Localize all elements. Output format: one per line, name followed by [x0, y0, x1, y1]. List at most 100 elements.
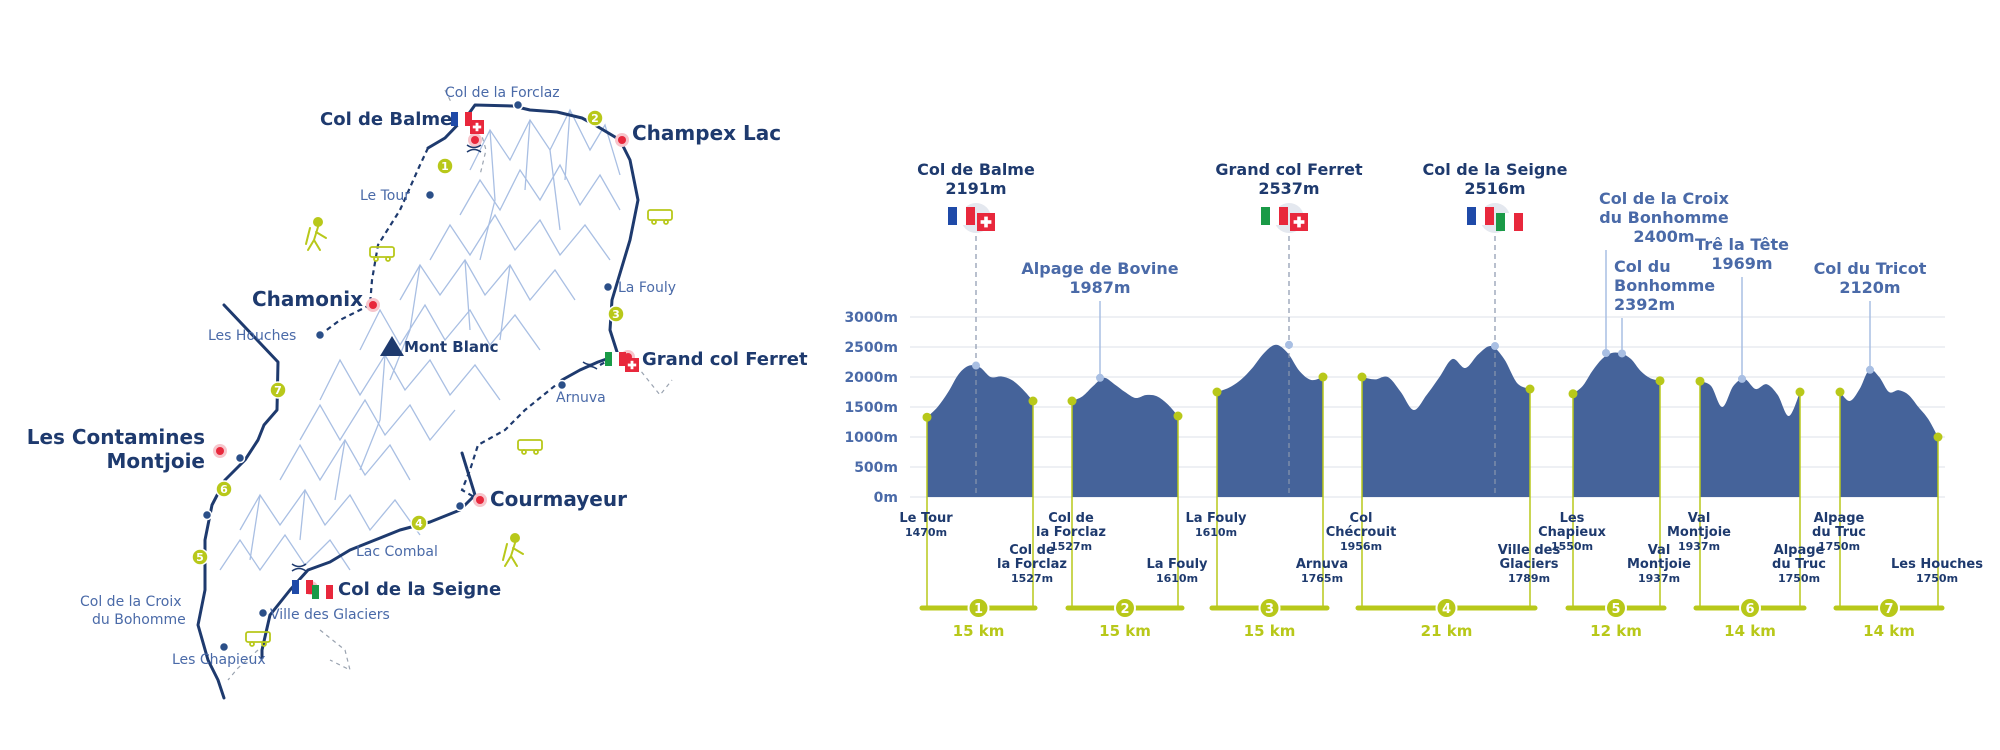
- map-label-grand-col-ferret: Grand col Ferret: [642, 349, 808, 370]
- summit-altitude: 2120m: [1839, 278, 1900, 297]
- stage-end-dot: [1795, 387, 1805, 397]
- stage-distance: 14 km: [1724, 622, 1776, 640]
- trek-map: Mont Blanc: [27, 85, 808, 700]
- stage-start-altitude: 1470m: [905, 526, 947, 539]
- stage-distance-bars: 1 15 km 2 15 km 3 15 km 4 21 km 5 12 km 6 14 km 7 14 …: [919, 597, 1945, 640]
- map-label-col-de-la-forclaz: Col de la Forclaz: [445, 85, 560, 101]
- hiker-icon: [502, 533, 524, 567]
- elevation-profile-chart: 0m 500m 1000m 1500m 2000m 2500m 3000m Col de B…: [844, 160, 1983, 640]
- map-stage-marker-7: 7: [269, 381, 287, 399]
- map-label-champex-lac: Champex Lac: [632, 121, 781, 145]
- stage-6-bar: 6 14 km: [1693, 597, 1807, 640]
- map-label-col-de-la-croix: Col de la Croix: [80, 594, 182, 610]
- summit-name: Col du: [1614, 257, 1671, 276]
- summit-dot: [1738, 374, 1746, 383]
- map-stage-markers: 1 2 3 4 5 6 7: [191, 109, 625, 566]
- map-label-montjoie: Montjoie: [107, 449, 205, 473]
- stage-start-dot: [922, 412, 932, 422]
- stage-1-profile: [927, 365, 1033, 497]
- stage-start-name: Le Tour: [899, 511, 953, 526]
- stage-distance: 12 km: [1590, 622, 1642, 640]
- summit-name: Alpage de Bovine: [1021, 259, 1178, 278]
- stage-start-name: Col de: [1048, 511, 1094, 526]
- stage-distance: 15 km: [1099, 622, 1151, 640]
- map-label-les-houches: Les Houches: [208, 328, 296, 344]
- map-label-courmayeur: Courmayeur: [490, 487, 627, 511]
- stage-number: 6: [1745, 602, 1754, 617]
- y-tick-label: 2000m: [844, 370, 898, 386]
- stage-start-name: la Forclaz: [1036, 525, 1106, 540]
- flag-it-icon: [1496, 213, 1523, 231]
- stage-distance: 14 km: [1863, 622, 1915, 640]
- stage-start-name: du Truc: [1812, 525, 1866, 540]
- stage-start-dot: [1835, 387, 1845, 397]
- map-label-le-tour: Le Tour: [360, 188, 410, 204]
- summit-name: Col de la Seigne: [1422, 160, 1567, 179]
- stage-end-name: Montjoie: [1627, 557, 1691, 572]
- pass-markers: [291, 144, 598, 572]
- summit-altitude: 2516m: [1464, 179, 1525, 198]
- stage-1-bar: 1 15 km: [919, 597, 1038, 640]
- map-label-les-chapieux: Les Chapieux: [172, 652, 266, 668]
- stage-number: 2: [1120, 602, 1129, 617]
- stage-start-name: Montjoie: [1667, 525, 1731, 540]
- map-stage-number: 1: [441, 160, 449, 173]
- stage-start-dot: [1357, 372, 1367, 382]
- map-stage-marker-6: 6: [215, 480, 233, 498]
- stage-start-name: Val: [1688, 511, 1711, 526]
- summit-dot: [1096, 373, 1104, 382]
- stage-end-altitude: 1527m: [1011, 572, 1053, 585]
- map-stage-marker-1: 1: [436, 157, 454, 175]
- summit-altitude: 2400m: [1633, 227, 1694, 246]
- stage-start-dot: [1568, 389, 1578, 399]
- stage-end-name: Les Houches: [1891, 557, 1983, 572]
- stage-end-name: Val: [1648, 543, 1671, 558]
- map-stage-number: 3: [612, 308, 620, 321]
- stage-number: 3: [1265, 602, 1274, 617]
- summit-name: Trê la Tête: [1695, 235, 1789, 254]
- stage-end-name: Arnuva: [1296, 557, 1348, 572]
- map-label-arnuva: Arnuva: [556, 390, 606, 406]
- stage-start-name: Col: [1350, 511, 1373, 526]
- map-label-la-fouly: La Fouly: [618, 280, 676, 296]
- stage-end-name: la Forclaz: [997, 557, 1067, 572]
- stage-start-altitude: 1527m: [1050, 540, 1092, 553]
- stage-distance: 15 km: [953, 622, 1005, 640]
- hiker-icons: [305, 217, 524, 567]
- stage-end-dot: [1933, 432, 1943, 442]
- flag-ch-icon: [977, 213, 995, 231]
- map-stage-marker-5: 5: [191, 548, 209, 566]
- bus-icon: [517, 439, 543, 455]
- summit-dot: [1866, 365, 1874, 374]
- summit-altitude: 2392m: [1614, 295, 1675, 314]
- summit-name: Bonhomme: [1614, 276, 1715, 295]
- summit-dot: [972, 361, 980, 370]
- stage-end-altitude: 1750m: [1916, 572, 1958, 585]
- summit-name: Col de Balme: [917, 160, 1035, 179]
- map-stage-marker-3: 3: [607, 305, 625, 323]
- stage-number: 5: [1611, 602, 1620, 617]
- bus-icon: [245, 631, 271, 647]
- stage-5-profile: [1573, 352, 1660, 497]
- y-tick-label: 1000m: [844, 430, 898, 446]
- flag-it-icon: [1261, 207, 1288, 225]
- stage-3-bar: 3 15 km: [1209, 597, 1330, 640]
- stage-start-name: Chapieux: [1538, 525, 1606, 540]
- map-label-col-de-balme: Col de Balme: [320, 109, 452, 130]
- flag-fr-icon: [1467, 207, 1494, 225]
- stage-6-profile: [1700, 378, 1800, 497]
- summit-name: Col du Tricot: [1814, 259, 1927, 278]
- stage-start-altitude: 1937m: [1678, 540, 1720, 553]
- stage-2-profile: [1072, 377, 1178, 497]
- y-axis-ticks: 0m 500m 1000m 1500m 2000m 2500m 3000m: [844, 310, 898, 506]
- y-tick-label: 2500m: [844, 340, 898, 356]
- summit-altitude: 1969m: [1711, 254, 1772, 273]
